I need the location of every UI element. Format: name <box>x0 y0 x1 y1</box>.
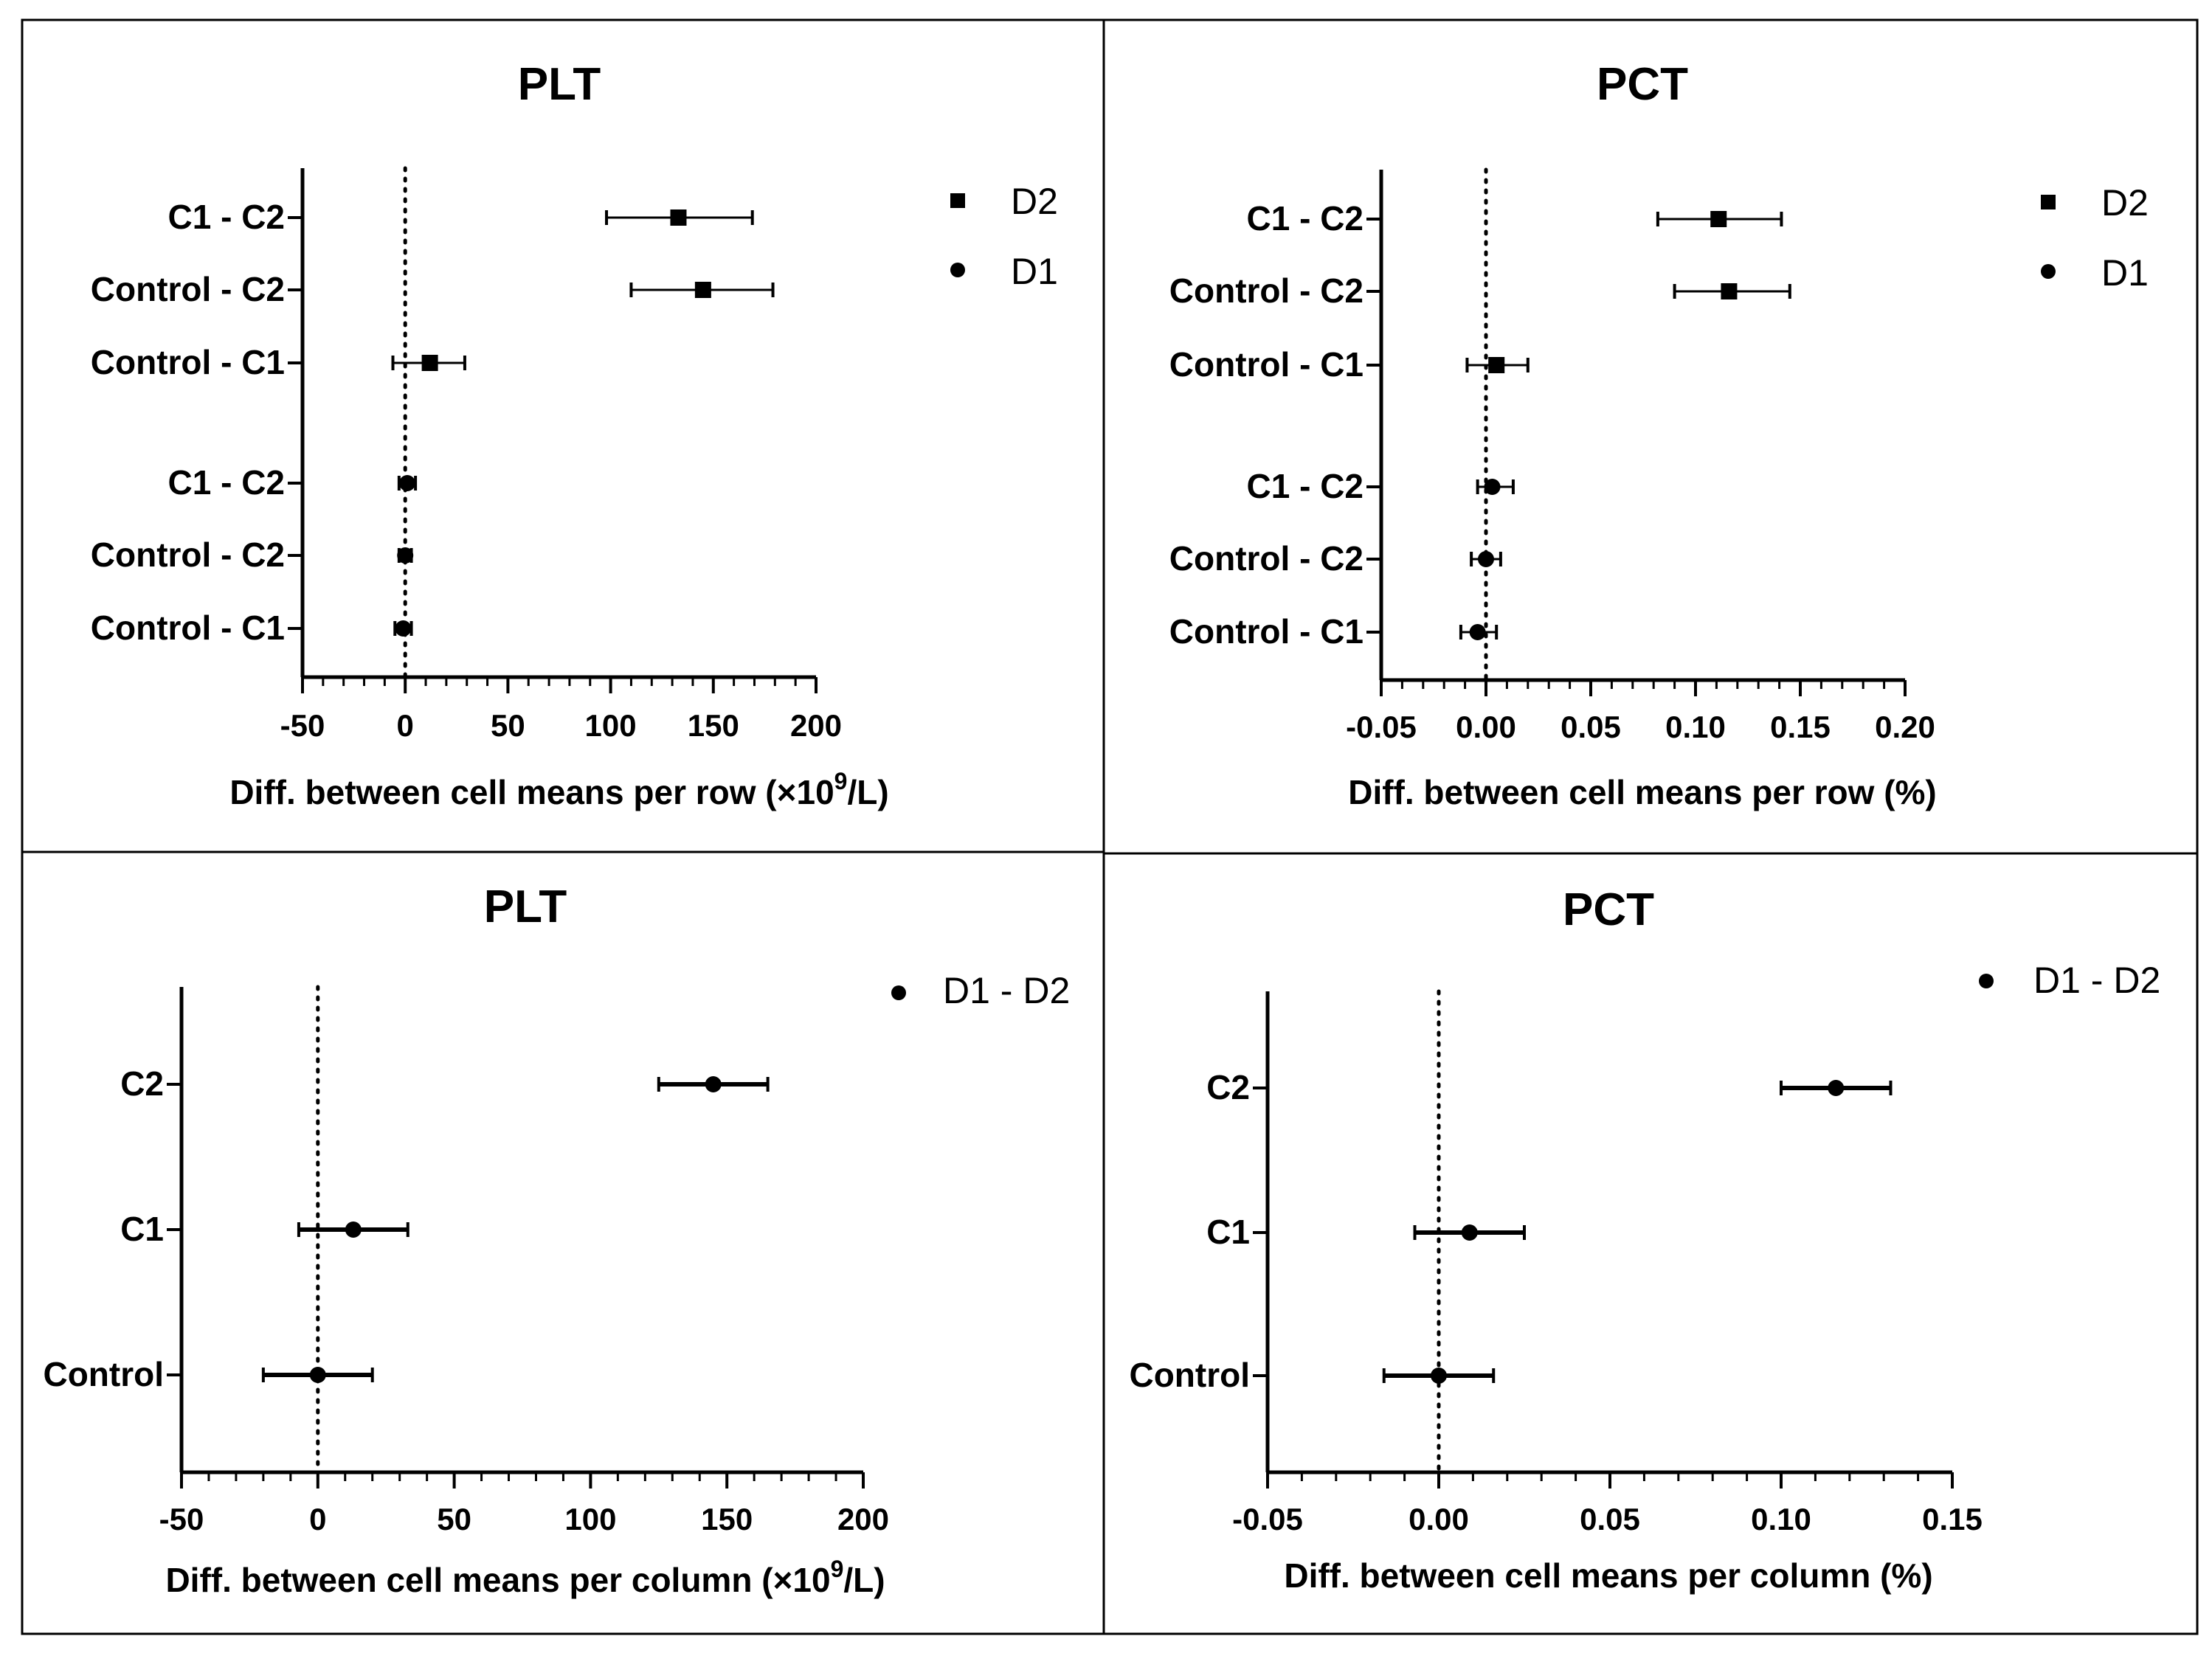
chart-title: PCT <box>1597 59 1688 110</box>
panel-frames <box>21 18 2199 1635</box>
chart-title: PLT <box>518 59 601 110</box>
data-point-circle <box>1484 479 1501 495</box>
x-tick-label: 0 <box>309 1502 326 1536</box>
y-tick-label: C2 <box>1206 1068 1250 1106</box>
legend-label-d1: D1 <box>1011 251 1058 292</box>
data-point-circle <box>1828 1080 1845 1096</box>
x-tick-label: 0.00 <box>1456 710 1516 744</box>
x-tick-label: 200 <box>837 1502 889 1536</box>
y-tick-label: Control - C1 <box>91 609 285 647</box>
frame-top-right <box>1102 18 2199 855</box>
x-tick-label: 0.00 <box>1409 1502 1469 1536</box>
data-point-square <box>1710 211 1727 227</box>
data-point-circle <box>345 1221 362 1238</box>
chart-title: PCT <box>1563 884 1654 935</box>
x-tick-label: 0.05 <box>1561 710 1621 744</box>
x-tick-label: 200 <box>790 708 842 743</box>
x-tick-label: 150 <box>701 1502 753 1536</box>
y-tick-label: Control - C1 <box>1169 612 1364 651</box>
x-tick-label: -50 <box>159 1502 204 1536</box>
data-point-square <box>1721 283 1738 299</box>
y-tick-label: Control - C2 <box>1169 539 1364 578</box>
x-axis-label: Diff. between cell means per row (×109/L… <box>229 768 888 811</box>
x-axis-label: Diff. between cell means per column (%) <box>1284 1556 1932 1595</box>
legend-label-d1-d2: D1 - D2 <box>943 970 1070 1011</box>
x-tick-label: 100 <box>564 1502 616 1536</box>
legend-marker-circle <box>2041 264 2056 279</box>
chart-title: PLT <box>484 881 567 932</box>
legend-label-d2: D2 <box>2101 182 2149 223</box>
data-point-circle <box>1469 624 1486 640</box>
data-point-circle <box>397 547 414 564</box>
y-tick-label: C1 <box>1206 1213 1250 1251</box>
y-tick-label: Control <box>1129 1356 1250 1394</box>
x-tick-label: 0.20 <box>1875 710 1935 744</box>
legend-marker-square <box>950 193 965 208</box>
data-point-square <box>694 282 711 298</box>
y-tick-label: C1 - C2 <box>1247 199 1364 238</box>
y-tick-label: C2 <box>120 1064 164 1103</box>
legend-label-d1: D1 <box>2101 252 2149 294</box>
x-axis-label: Diff. between cell means per column (×10… <box>165 1556 885 1599</box>
y-tick-label: Control - C2 <box>91 536 285 574</box>
data-point-circle <box>309 1367 326 1383</box>
data-point-square <box>670 209 687 226</box>
x-tick-label: 0.15 <box>1770 710 1831 744</box>
x-axis-label: Diff. between cell means per row (%) <box>1348 773 1937 811</box>
legend-marker-circle <box>891 985 906 1000</box>
panel-pct-column: PCT Diff. between cell means per column … <box>1129 884 2160 1595</box>
y-tick-label: Control - C2 <box>91 270 285 308</box>
y-tick-label: C1 <box>120 1210 164 1248</box>
legend-label-d2: D2 <box>1011 181 1058 222</box>
legend-label-d1-d2: D1 - D2 <box>2033 960 2160 1001</box>
frame-bottom-right <box>1102 852 2199 1635</box>
y-tick-label: C1 - C2 <box>168 198 285 236</box>
x-tick-label: 0 <box>397 708 414 743</box>
x-tick-label: 0.10 <box>1751 1502 1811 1536</box>
x-tick-label: -50 <box>280 708 325 743</box>
y-tick-label: Control - C2 <box>1169 271 1364 310</box>
y-tick-label: Control - C1 <box>91 343 285 381</box>
frame-top-left <box>21 18 1105 853</box>
x-tick-label: 0.05 <box>1580 1502 1640 1536</box>
data-point-circle <box>1478 551 1494 567</box>
x-tick-label: 50 <box>437 1502 471 1536</box>
panel-plt-column: PLT Diff. between cell means per column … <box>43 881 1070 1599</box>
y-tick-label: Control - C1 <box>1169 345 1364 384</box>
y-tick-label: C1 - C2 <box>1247 467 1364 505</box>
y-tick-label: Control <box>43 1355 164 1393</box>
data-point-circle <box>705 1076 722 1092</box>
x-tick-label: -0.05 <box>1346 710 1417 744</box>
legend-marker-circle <box>1979 974 1994 988</box>
panel-pct-row: PCT Diff. between cell means per row (%)… <box>1169 59 2149 811</box>
y-tick-label: C1 - C2 <box>168 463 285 502</box>
data-point-circle <box>395 620 412 637</box>
x-tick-label: 0.10 <box>1665 710 1726 744</box>
x-tick-label: 0.15 <box>1922 1502 1983 1536</box>
data-point-circle <box>1461 1224 1478 1241</box>
legend-marker-square <box>2041 195 2056 209</box>
panel-plt-row: PLT Diff. between cell means per row (×1… <box>91 59 1058 811</box>
data-point-square <box>1488 357 1505 373</box>
x-tick-label: 100 <box>585 708 637 743</box>
data-point-square <box>421 355 438 371</box>
x-tick-label: -0.05 <box>1232 1502 1303 1536</box>
legend-marker-circle <box>950 263 965 277</box>
data-point-circle <box>1431 1368 1447 1384</box>
x-tick-label: 150 <box>688 708 739 743</box>
x-tick-label: 50 <box>491 708 525 743</box>
data-point-circle <box>398 475 415 491</box>
